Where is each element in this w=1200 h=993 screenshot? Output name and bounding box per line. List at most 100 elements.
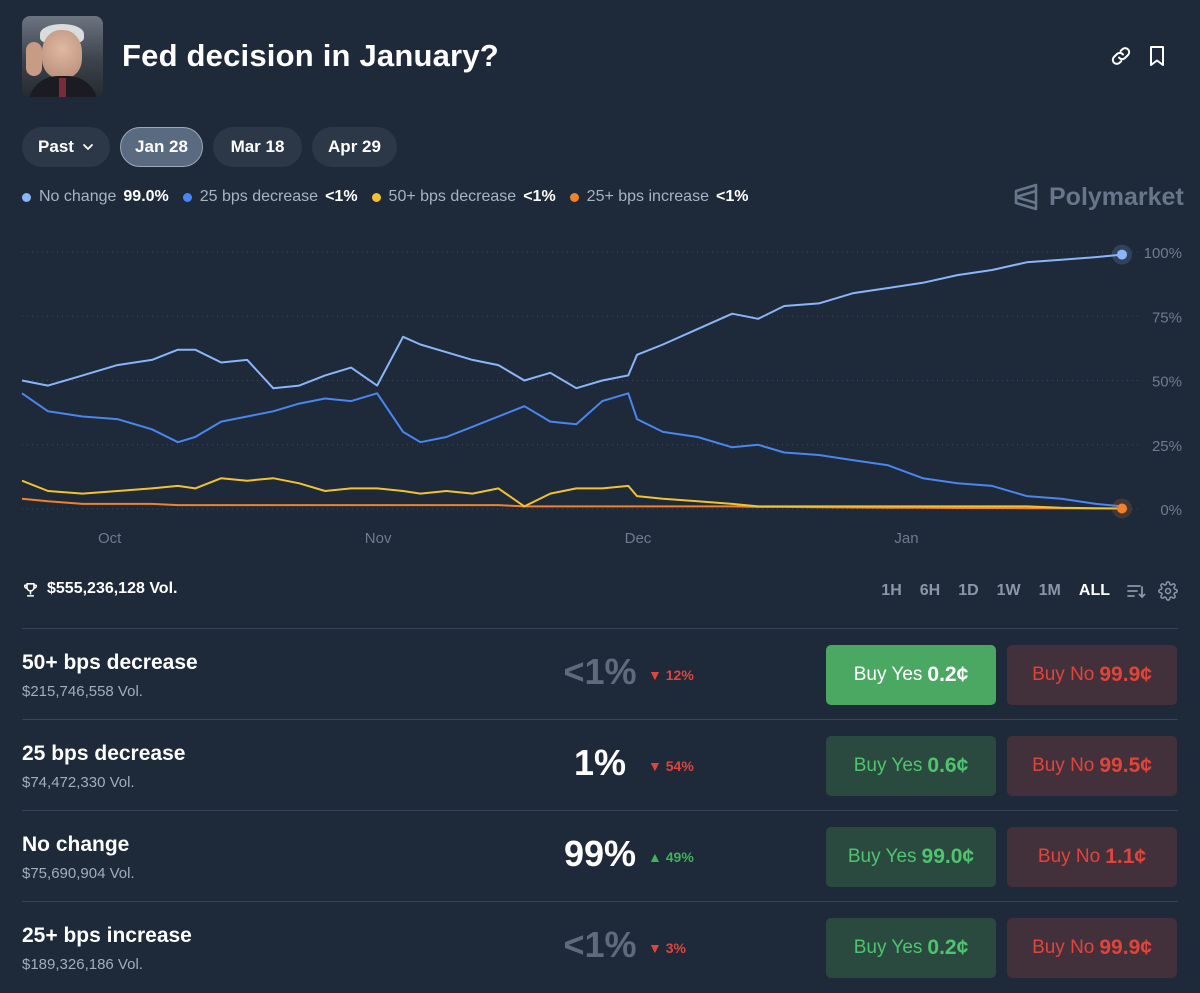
outcome-name: 25 bps decrease bbox=[22, 742, 186, 765]
time-range-selector: 1H 6H 1D 1W 1M ALL bbox=[863, 578, 1178, 604]
page-title: Fed decision in January? bbox=[122, 38, 499, 73]
tab-mar-18[interactable]: Mar 18 bbox=[213, 127, 302, 167]
outcome-row[interactable]: 25 bps decrease $74,472,330 Vol. 1% ▼ 54… bbox=[22, 719, 1178, 810]
outcome-volume: $75,690,904 Vol. bbox=[22, 865, 135, 882]
buy-no-price: 99.5¢ bbox=[1099, 754, 1152, 777]
buy-no-price: 1.1¢ bbox=[1105, 845, 1147, 868]
legend-item-25-bps-decrease: 25 bps decrease <1% bbox=[182, 188, 358, 206]
range-1h[interactable]: 1H bbox=[881, 582, 902, 599]
x-tick-label: Dec bbox=[625, 530, 652, 547]
settings-gear-icon[interactable] bbox=[1158, 581, 1178, 601]
buy-no-price: 99.9¢ bbox=[1099, 663, 1152, 686]
x-tick-label: Nov bbox=[365, 530, 392, 547]
legend-item-no-change: No change 99.0% bbox=[22, 188, 169, 206]
buy-yes-label: Buy Yes bbox=[853, 755, 923, 776]
x-tick-label: Jan bbox=[894, 530, 918, 547]
range-6h[interactable]: 6H bbox=[919, 582, 941, 599]
series-line-no-change bbox=[21, 253, 1123, 390]
buy-yes-button[interactable]: Buy Yes 99.0¢ bbox=[826, 827, 996, 887]
legend-dot bbox=[22, 192, 31, 202]
buy-yes-button[interactable]: Buy Yes 0.2¢ bbox=[826, 645, 996, 705]
caret-down-icon: ▼ bbox=[648, 940, 662, 956]
legend-name: 25+ bps increase bbox=[586, 188, 709, 205]
x-tick-label: Oct bbox=[98, 530, 122, 547]
market-header: Fed decision in January? bbox=[22, 16, 1178, 98]
buy-no-button[interactable]: Buy No 1.1¢ bbox=[1007, 827, 1177, 887]
buy-no-button[interactable]: Buy No 99.9¢ bbox=[1007, 645, 1177, 705]
buy-no-label: Buy No bbox=[1037, 846, 1101, 867]
outcome-volume: $74,472,330 Vol. bbox=[22, 774, 135, 791]
series-line-50-bps-decrease bbox=[21, 477, 1123, 510]
tab-jan-28[interactable]: Jan 28 bbox=[120, 127, 203, 167]
legend-value: 99.0% bbox=[123, 188, 169, 205]
total-volume-text: $555,236,128 Vol. bbox=[47, 580, 178, 597]
buy-yes-price: 0.2¢ bbox=[927, 936, 969, 959]
buy-no-button[interactable]: Buy No 99.5¢ bbox=[1007, 736, 1177, 796]
chevron-down-icon bbox=[83, 144, 93, 150]
range-1w[interactable]: 1W bbox=[996, 582, 1021, 599]
outcome-change: ▼ 12% bbox=[648, 667, 694, 683]
legend-item-50-bps-decrease: 50+ bps decrease <1% bbox=[371, 188, 556, 206]
outcome-name: No change bbox=[22, 833, 130, 856]
buy-yes-label: Buy Yes bbox=[847, 846, 917, 867]
legend-value: <1% bbox=[523, 188, 556, 205]
outcome-change-value: 12% bbox=[665, 667, 694, 683]
caret-down-icon: ▼ bbox=[648, 758, 662, 774]
legend-value: <1% bbox=[325, 188, 358, 205]
outcome-change-value: 54% bbox=[665, 758, 694, 774]
outcome-change: ▼ 3% bbox=[648, 940, 686, 956]
buy-yes-price: 0.2¢ bbox=[927, 663, 969, 686]
link-icon[interactable] bbox=[1109, 44, 1133, 68]
tab-apr-29[interactable]: Apr 29 bbox=[312, 127, 397, 167]
outcome-change: ▲ 49% bbox=[648, 849, 694, 865]
range-1m[interactable]: 1M bbox=[1038, 582, 1061, 599]
buy-no-price: 99.9¢ bbox=[1099, 936, 1152, 959]
series-line-25-bps-decrease bbox=[21, 392, 1123, 508]
buy-yes-label: Buy Yes bbox=[853, 664, 923, 685]
legend-name: 25 bps decrease bbox=[199, 188, 319, 205]
bookmark-icon[interactable] bbox=[1145, 44, 1169, 68]
market-image bbox=[22, 16, 103, 97]
buy-yes-label: Buy Yes bbox=[853, 937, 923, 958]
outcome-change-value: 3% bbox=[665, 940, 686, 956]
range-1d[interactable]: 1D bbox=[958, 582, 979, 599]
outcome-probability: <1% bbox=[563, 924, 637, 965]
buy-no-button[interactable]: Buy No 99.9¢ bbox=[1007, 918, 1177, 978]
legend-dot bbox=[182, 192, 192, 202]
outcome-row[interactable]: 50+ bps decrease $215,746,558 Vol. <1% ▼… bbox=[22, 628, 1178, 719]
outcome-row[interactable]: 25+ bps increase $189,326,186 Vol. <1% ▼… bbox=[22, 901, 1178, 992]
outcome-probability: 1% bbox=[573, 742, 627, 783]
chart-legend: No change 99.0% 25 bps decrease <1% 50+ … bbox=[22, 186, 762, 208]
legend-name: No change bbox=[39, 188, 117, 205]
tab-label: Apr 29 bbox=[328, 137, 381, 156]
buy-yes-price: 0.6¢ bbox=[927, 754, 969, 777]
outcome-probability: 99% bbox=[563, 833, 637, 874]
range-all[interactable]: ALL bbox=[1078, 582, 1110, 599]
buy-yes-button[interactable]: Buy Yes 0.2¢ bbox=[826, 918, 996, 978]
y-tick-label: 25% bbox=[1152, 438, 1182, 455]
y-tick-label: 75% bbox=[1152, 309, 1182, 326]
legend-dot bbox=[569, 192, 579, 202]
outcome-name: 25+ bps increase bbox=[22, 924, 192, 947]
y-tick-label: 100% bbox=[1144, 245, 1182, 262]
caret-down-icon: ▼ bbox=[648, 667, 662, 683]
outcome-volume: $215,746,558 Vol. bbox=[22, 683, 143, 700]
y-tick-label: 0% bbox=[1160, 502, 1182, 519]
price-history-chart[interactable]: 100% 75% 50% 25% 0% Oct Nov Dec Jan bbox=[0, 228, 1200, 558]
outcome-volume: $189,326,186 Vol. bbox=[22, 956, 143, 973]
brand-name: Polymarket bbox=[1049, 182, 1184, 211]
outcome-probability: <1% bbox=[563, 651, 637, 692]
legend-value: <1% bbox=[715, 188, 749, 205]
sort-icon[interactable] bbox=[1126, 581, 1146, 601]
volume-row: $555,236,128 Vol. 1H 6H 1D 1W 1M ALL bbox=[22, 578, 1178, 604]
legend-item-25-bps-increase: 25+ bps increase <1% bbox=[569, 188, 749, 206]
buy-no-label: Buy No bbox=[1032, 937, 1095, 958]
buy-yes-button[interactable]: Buy Yes 0.6¢ bbox=[826, 736, 996, 796]
tab-label: Jan 28 bbox=[135, 137, 188, 156]
outcome-change: ▼ 54% bbox=[648, 758, 694, 774]
outcome-row[interactable]: No change $75,690,904 Vol. 99% ▲ 49% Buy… bbox=[22, 810, 1178, 901]
outcome-name: 50+ bps decrease bbox=[22, 651, 198, 674]
tab-past[interactable]: Past bbox=[22, 127, 110, 167]
tab-label: Mar 18 bbox=[230, 137, 285, 156]
buy-no-label: Buy No bbox=[1032, 755, 1095, 776]
